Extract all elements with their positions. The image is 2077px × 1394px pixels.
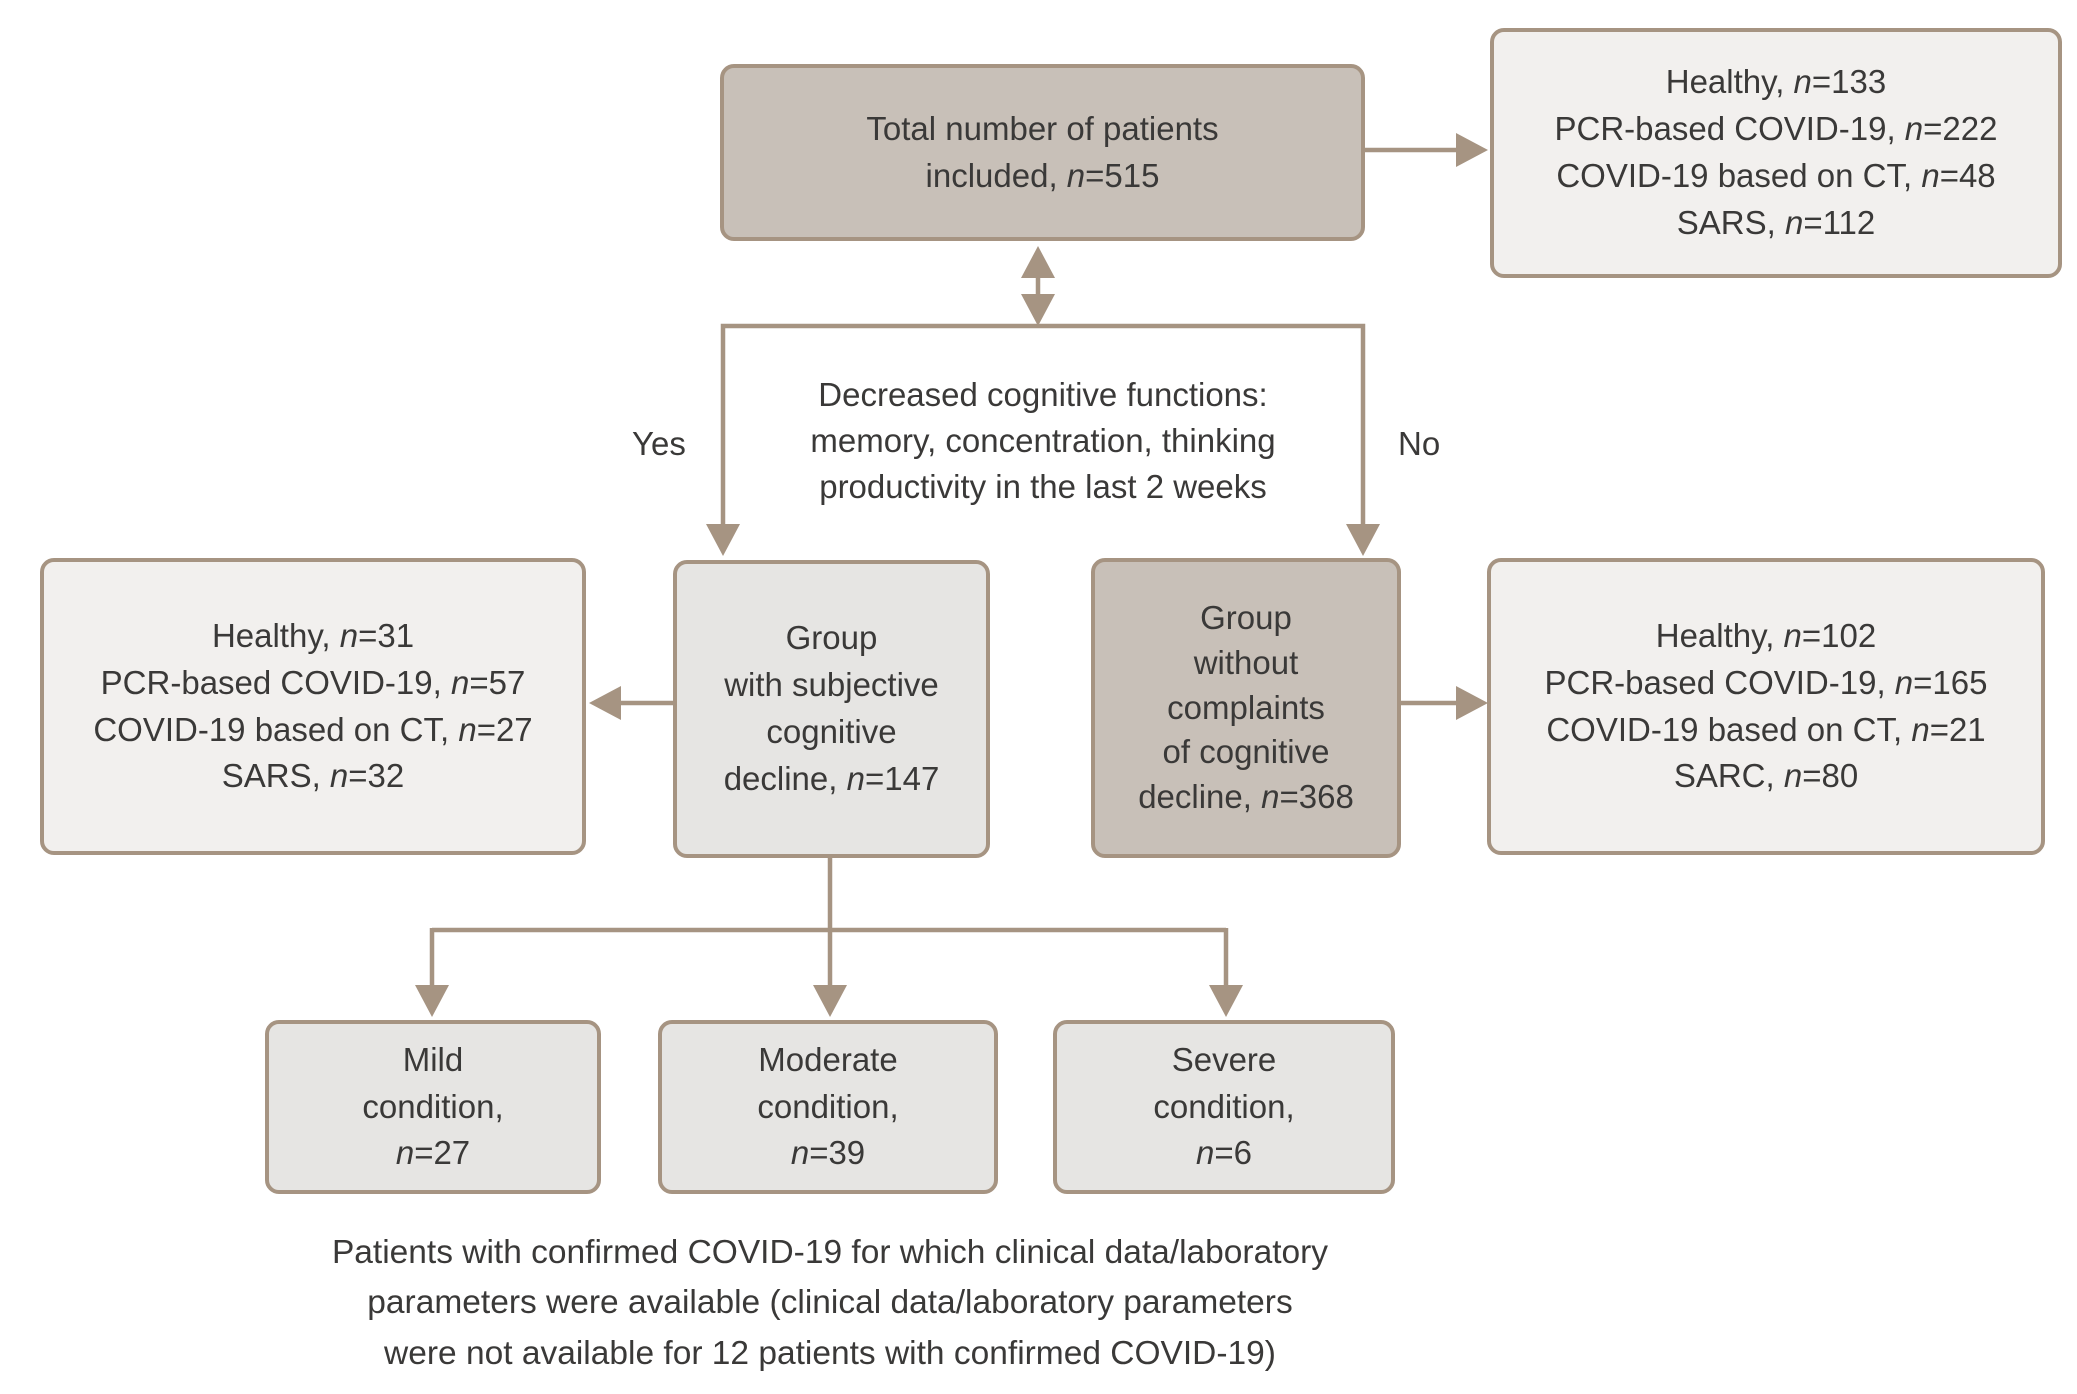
arrow-left-icon bbox=[589, 686, 621, 720]
branch-label-no: No bbox=[1398, 425, 1441, 462]
branch-label-yes: Yes bbox=[632, 425, 686, 462]
node-severe-condition: Severe condition, n=6 bbox=[1053, 1020, 1395, 1194]
arrow-right-icon bbox=[1456, 133, 1488, 167]
node-group-without-complaints: Group without complaints of cognitive declin… bbox=[1091, 558, 1401, 858]
node-group-with-decline: Group with subjective cognitive decline, n=… bbox=[673, 560, 990, 858]
node-total-patients: Total number of patients included, n=515 bbox=[720, 64, 1365, 241]
node-breakdown-without: Healthy, n=102 PCR-based COVID-19, n=165 C… bbox=[1487, 558, 2045, 855]
connector-decision-bracket bbox=[720, 323, 1366, 534]
node-breakdown-total: Healthy, n=133 PCR-based COVID-19, n=222 C… bbox=[1490, 28, 2062, 278]
node-moderate-condition: Moderate condition, n=39 bbox=[658, 1020, 998, 1194]
arrow-down-icon bbox=[415, 985, 449, 1017]
arrow-down-icon bbox=[1346, 524, 1380, 556]
node-breakdown-with: Healthy, n=31 PCR-based COVID-19, n=57 COV… bbox=[40, 558, 586, 855]
arrow-right-icon bbox=[1456, 686, 1488, 720]
arrow-down-icon bbox=[1021, 294, 1055, 326]
arrow-down-icon bbox=[813, 985, 847, 1017]
arrow-up-icon bbox=[1021, 246, 1055, 278]
decision-text: Decreased cognitive functions: memory, co… bbox=[810, 375, 1276, 506]
figure-caption: Patients with confirmed COVID-19 for whi… bbox=[331, 1234, 1329, 1372]
arrow-down-icon bbox=[706, 524, 740, 556]
node-mild-condition: Mild condition, n=27 bbox=[265, 1020, 601, 1194]
arrow-down-icon bbox=[1209, 985, 1243, 1017]
